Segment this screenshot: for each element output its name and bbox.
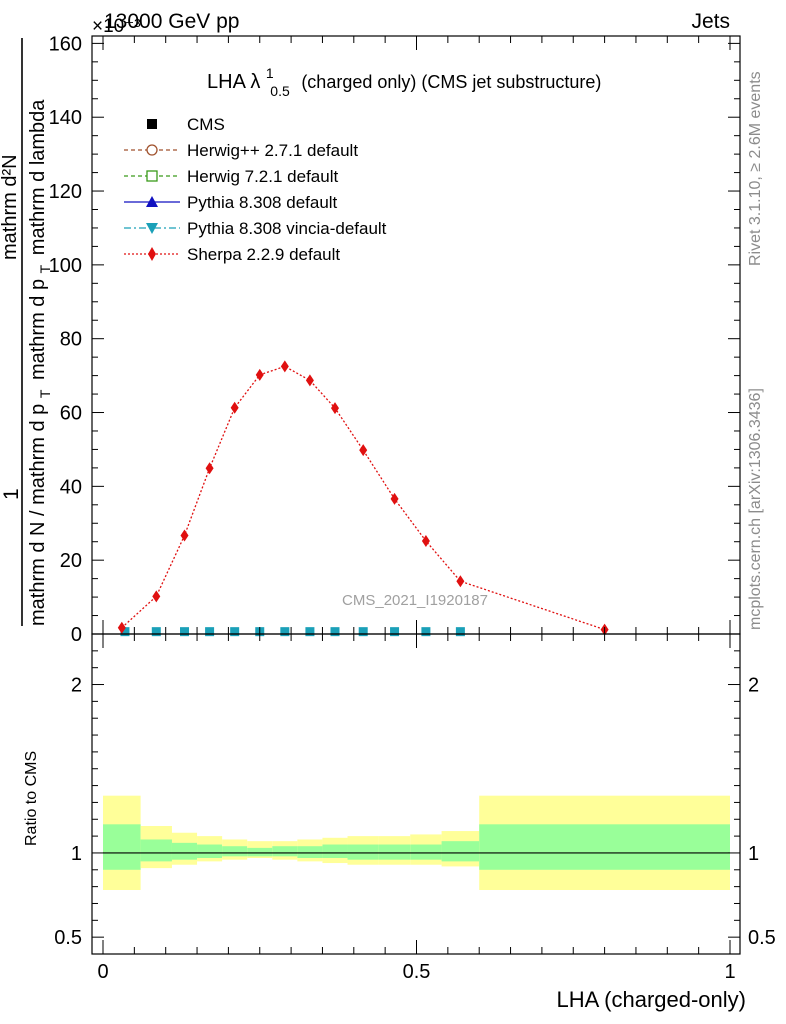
x-tick-label: 0 — [97, 961, 108, 983]
ylabel-denominator-bottom: mathrm d N / mathrm d p — [27, 404, 49, 626]
vincia-point — [358, 627, 368, 637]
legend-label: Herwig 7.2.1 default — [187, 167, 338, 186]
ylabel-denominator: mathrm d N / mathrm d p T mathrm d p T m… — [27, 99, 55, 626]
y-tick-label: 20 — [60, 550, 82, 572]
ratio-y-tick-label-right: 2 — [748, 675, 759, 697]
exponent-label: ×10⁻³ — [92, 16, 141, 37]
ratio-inner-band — [378, 844, 411, 860]
energy-label: 13000 GeV pp — [104, 10, 239, 33]
ratio-y-tick-label-right: 0.5 — [748, 927, 776, 949]
y-tick-label: 0 — [71, 624, 82, 646]
legend-label: Pythia 8.308 default — [187, 193, 338, 212]
ylabel-denominator-top: mathrm d p — [27, 279, 49, 380]
ratio-panel: 0.5 0.5 1 1 2 2 0 0.5 1 Ratio to CMS LHA (charge… — [23, 633, 776, 1012]
ylabel-prefix: 1 — [0, 488, 23, 500]
ratio-inner-band — [322, 844, 348, 858]
xlabel: LHA (charged-only) — [556, 987, 746, 1012]
y-tick-label: 120 — [49, 181, 82, 203]
ratio-ylabel: Ratio to CMS — [23, 751, 40, 846]
legend: CMS Herwig++ 2.7.1 default Herwig 7.2.1 de… — [124, 115, 387, 264]
y-tick-label: 160 — [49, 33, 82, 55]
sherpa-point — [280, 360, 289, 373]
jets-label: Jets — [691, 10, 730, 33]
plot-title-rest: (charged only) (CMS jet substructure) — [301, 72, 601, 92]
legend-marker-triangle-down — [146, 223, 158, 234]
legend-marker-diamond — [148, 247, 156, 261]
legend-marker-triangle-up — [146, 196, 158, 207]
ylabel-sub-t1: T — [37, 389, 53, 398]
ratio-y-tick-label: 0.5 — [54, 927, 82, 949]
sherpa-point — [205, 462, 214, 475]
y-tick-label: 140 — [49, 107, 82, 129]
ratio-inner-band — [410, 844, 442, 860]
ratio-inner-band — [171, 842, 198, 860]
vincia-point — [180, 627, 190, 637]
ylabel-sub-t2: T — [37, 264, 53, 273]
x-tick-label: 0.5 — [403, 961, 431, 983]
ratio-inner-band — [297, 846, 323, 858]
legend-label: Pythia 8.308 vincia-default — [187, 219, 387, 238]
legend-label: Sherpa 2.2.9 default — [187, 245, 340, 264]
vincia-point — [330, 627, 340, 637]
vincia-point — [120, 627, 130, 637]
ratio-inner-band — [272, 846, 298, 857]
legend-label: CMS — [187, 115, 225, 134]
ratio-inner-band — [222, 846, 248, 857]
sherpa-point — [152, 590, 161, 603]
ratio-inner-band — [197, 844, 223, 858]
vincia-point — [280, 627, 290, 637]
vincia-point — [421, 627, 431, 637]
sherpa-point — [305, 374, 314, 387]
sherpa-point — [390, 492, 399, 505]
x-tick-label: 1 — [724, 961, 735, 983]
plot-title: LHA λ 1 0.5 (charged only) (CMS jet subs… — [207, 61, 601, 101]
ratio-y-tick-label-right: 1 — [748, 843, 759, 865]
plot-title-main: LHA λ — [207, 71, 260, 93]
main-ylabel: 1 mathrm d²N mathrm d N / mathrm d p T m… — [0, 38, 55, 626]
legend-marker-square — [147, 119, 157, 129]
mcplots-note: mcplots.cern.ch [arXiv:1306.3436] — [747, 388, 764, 630]
ratio-y-tick-label: 1 — [71, 843, 82, 865]
ratio-inner-band — [247, 847, 273, 857]
ylabel-denominator-rest: mathrm d lambda — [27, 99, 49, 255]
plot-title-sup: 1 — [266, 65, 274, 81]
legend-marker-circle — [146, 144, 158, 156]
plot-title-sub: 0.5 — [270, 83, 290, 99]
sherpa-line — [121, 365, 605, 631]
ylabel-numerator: mathrm d²N — [0, 154, 21, 260]
ratio-inner-band — [103, 824, 141, 870]
sherpa-point — [230, 401, 239, 414]
rivet-note: Rivet 3.1.10, ≥ 2.6M events — [747, 71, 764, 266]
vincia-point — [151, 627, 161, 637]
ratio-inner-band — [479, 824, 730, 870]
sherpa-point — [330, 402, 339, 415]
y-tick-label: 100 — [49, 255, 82, 277]
ratio-frame — [91, 633, 741, 955]
watermark: CMS_2021_I1920187 — [342, 592, 488, 609]
sherpa-point — [255, 368, 264, 381]
ratio-inner-band — [347, 844, 379, 860]
ratio-inner-band — [140, 839, 172, 862]
vincia-point — [230, 627, 240, 637]
vincia-point — [205, 627, 215, 637]
vincia-point — [455, 627, 465, 637]
y-tick-label: 60 — [60, 403, 82, 425]
sherpa-point — [456, 575, 465, 588]
y-tick-label: 80 — [60, 329, 82, 351]
vincia-point — [305, 627, 315, 637]
sherpa-point — [359, 444, 368, 457]
ratio-y-tick-label: 2 — [71, 675, 82, 697]
vincia-point — [390, 627, 400, 637]
legend-label: Herwig++ 2.7.1 default — [187, 141, 358, 160]
y-tick-label: 40 — [60, 476, 82, 498]
sherpa-point — [180, 529, 189, 542]
sherpa-point — [117, 621, 126, 634]
ratio-inner-band — [441, 841, 480, 862]
sherpa-point — [421, 534, 430, 547]
legend-marker-open-square — [146, 170, 158, 182]
